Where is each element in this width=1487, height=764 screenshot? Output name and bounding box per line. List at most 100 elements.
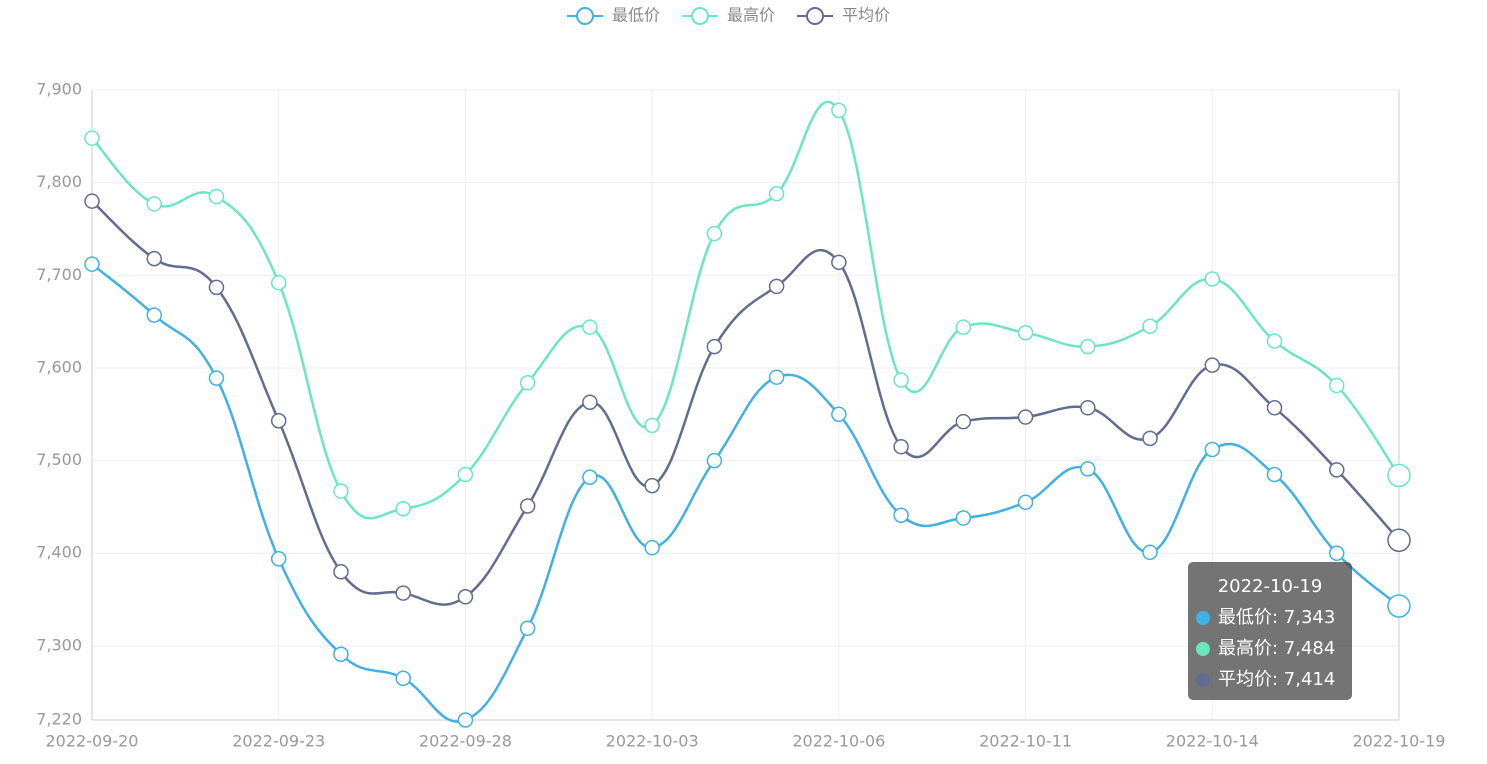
data-point xyxy=(1017,494,1034,511)
data-point xyxy=(395,585,411,601)
x-tick-label: 2022-09-20 xyxy=(46,732,139,751)
y-tick-label: 7,800 xyxy=(36,172,82,191)
y-tick-label: 7,220 xyxy=(36,710,82,729)
data-point xyxy=(955,319,972,335)
data-point xyxy=(208,188,225,205)
data-point xyxy=(1080,338,1096,355)
legend-icon xyxy=(576,7,594,25)
data-point xyxy=(146,250,162,267)
tooltip-title: 2022-10-19 xyxy=(1218,576,1323,597)
data-point xyxy=(582,469,598,486)
data-point xyxy=(1329,462,1345,478)
tooltip-dot xyxy=(1196,673,1210,687)
data-point xyxy=(333,564,349,580)
data-point xyxy=(395,501,411,517)
x-tick-label: 2022-10-19 xyxy=(1353,732,1446,751)
data-point xyxy=(768,369,785,385)
data-point xyxy=(84,193,100,209)
data-point xyxy=(84,256,100,272)
y-tick-label: 7,400 xyxy=(36,543,82,562)
x-tick-label: 2022-10-14 xyxy=(1166,732,1259,751)
y-tick-label: 7,300 xyxy=(36,635,82,654)
data-point xyxy=(1142,318,1158,334)
x-tick-label: 2022-09-28 xyxy=(419,732,512,751)
tooltip-box xyxy=(1188,562,1352,700)
tooltip-line: 平均价: 7,414 xyxy=(1218,669,1335,690)
data-point xyxy=(893,372,909,388)
data-point xyxy=(706,338,723,355)
data-point xyxy=(457,589,474,605)
data-point xyxy=(644,539,660,556)
series-line xyxy=(91,100,1401,520)
tooltip: 2022-10-19 最低价: 7,343 最高价: 7,484 平均价: 7,41… xyxy=(1188,562,1352,700)
data-point xyxy=(146,196,162,212)
data-point xyxy=(1266,333,1283,349)
data-point xyxy=(270,413,287,429)
x-tick-label: 2022-09-23 xyxy=(232,732,325,751)
legend-label: 最高价 xyxy=(727,6,775,25)
series-line xyxy=(91,263,1400,723)
data-point xyxy=(893,438,909,455)
data-point xyxy=(768,186,785,202)
tooltip-dot xyxy=(1196,611,1210,625)
data-point xyxy=(333,646,349,662)
data-point xyxy=(955,510,972,526)
series-line xyxy=(91,200,1400,606)
data-point xyxy=(1017,324,1034,341)
data-point xyxy=(146,307,162,323)
data-point xyxy=(1142,430,1158,447)
data-point xyxy=(1387,463,1411,488)
data-point xyxy=(768,278,785,295)
data-point xyxy=(1204,271,1221,287)
data-point xyxy=(1204,357,1221,373)
data-point xyxy=(457,466,474,483)
data-point xyxy=(1142,544,1158,561)
data-point xyxy=(519,620,536,637)
data-point xyxy=(519,375,536,391)
y-tick-label: 7,600 xyxy=(36,357,82,376)
legend-icon xyxy=(806,7,824,25)
data-point xyxy=(1266,400,1283,416)
data-point xyxy=(1387,528,1411,553)
data-point xyxy=(582,319,598,335)
tooltip-line: 最高价: 7,484 xyxy=(1218,638,1335,659)
data-point xyxy=(208,370,225,386)
data-point xyxy=(831,254,847,271)
x-tick-label: 2022-10-03 xyxy=(606,732,699,751)
data-point xyxy=(1017,409,1034,425)
data-point xyxy=(831,102,847,119)
data-point xyxy=(333,483,349,499)
y-tick-label: 7,700 xyxy=(36,265,82,284)
data-point xyxy=(644,477,660,494)
data-point xyxy=(1329,545,1345,561)
data-point xyxy=(457,712,474,728)
legend-label: 最低价 xyxy=(612,6,660,25)
y-tick-label: 7,900 xyxy=(36,80,82,99)
tooltip-line: 最低价: 7,343 xyxy=(1218,607,1335,628)
data-point xyxy=(644,417,660,434)
data-point xyxy=(1204,441,1221,458)
data-point xyxy=(519,498,536,514)
data-point xyxy=(706,225,723,242)
data-point xyxy=(893,507,909,523)
data-point xyxy=(1329,377,1345,394)
x-tick-label: 2022-10-11 xyxy=(979,732,1072,751)
data-point xyxy=(84,130,100,146)
data-point xyxy=(582,394,598,410)
data-point xyxy=(208,279,225,296)
data-point xyxy=(270,551,287,567)
data-point xyxy=(1387,594,1411,618)
data-point xyxy=(955,413,972,430)
x-tick-label: 2022-10-06 xyxy=(792,732,885,751)
data-point xyxy=(1080,400,1096,416)
data-point xyxy=(1266,466,1283,483)
data-point xyxy=(706,452,723,469)
y-tick-label: 7,500 xyxy=(36,450,82,469)
data-point xyxy=(1080,461,1096,477)
legend-label: 平均价 xyxy=(842,6,890,25)
tooltip-dot xyxy=(1196,642,1210,656)
data-point xyxy=(831,406,847,423)
data-point xyxy=(270,274,287,291)
